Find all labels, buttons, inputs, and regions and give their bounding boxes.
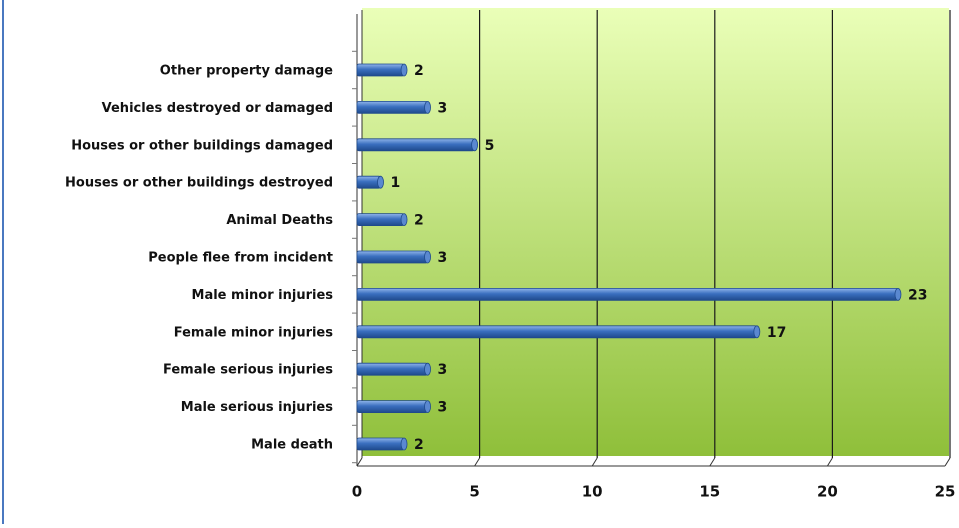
data-label: 2 bbox=[414, 63, 424, 79]
bar bbox=[356, 437, 405, 451]
y-tick-label: Male minor injuries bbox=[192, 288, 334, 303]
bar-cap bbox=[471, 138, 479, 152]
bar bbox=[356, 287, 899, 301]
x-tick-mark bbox=[709, 457, 716, 467]
bar bbox=[356, 400, 428, 414]
bar-cap bbox=[400, 437, 408, 451]
y-tick-label: Houses or other buildings destroyed bbox=[65, 176, 333, 191]
plot-area bbox=[362, 8, 949, 456]
data-label: 5 bbox=[485, 138, 495, 154]
data-label: 17 bbox=[767, 325, 786, 341]
y-tick-label: Female serious injuries bbox=[163, 363, 333, 378]
y-tick-label: Animal Deaths bbox=[226, 213, 333, 228]
bar-cap bbox=[400, 63, 408, 77]
x-tick-label: 25 bbox=[935, 483, 956, 501]
bar-cap bbox=[424, 250, 431, 264]
y-tick-label: Vehicles destroyed or damaged bbox=[102, 101, 333, 116]
bar bbox=[356, 325, 758, 339]
x-tick-label: 10 bbox=[582, 483, 603, 501]
data-label: 3 bbox=[438, 100, 448, 116]
data-label: 3 bbox=[438, 362, 448, 378]
bar bbox=[356, 101, 428, 114]
y-tick-label: Female minor injuries bbox=[174, 325, 334, 340]
bar-cap bbox=[400, 213, 408, 227]
x-tick-mark bbox=[944, 457, 951, 467]
x-tick-label: 0 bbox=[352, 483, 362, 501]
x-tick-label: 20 bbox=[817, 483, 838, 501]
data-label: 1 bbox=[391, 175, 401, 191]
y-tick-label: Male serious injuries bbox=[181, 400, 333, 415]
x-axis-depth bbox=[357, 458, 950, 466]
x-tick-mark bbox=[474, 457, 481, 467]
bar-cap bbox=[424, 101, 431, 114]
x-tick-mark bbox=[826, 457, 833, 467]
bar-cap bbox=[377, 175, 384, 189]
y-tick-label: Male death bbox=[251, 438, 333, 453]
bar bbox=[356, 63, 405, 77]
data-label: 2 bbox=[414, 213, 424, 229]
bar bbox=[356, 250, 428, 264]
x-tick-mark bbox=[591, 457, 598, 467]
data-label: 3 bbox=[438, 400, 448, 416]
bar-cap bbox=[753, 325, 761, 339]
y-tick-label: Other property damage bbox=[160, 64, 333, 79]
bar bbox=[356, 138, 475, 152]
bar bbox=[356, 175, 381, 189]
data-label: 2 bbox=[414, 437, 424, 453]
x-tick-label: 5 bbox=[469, 483, 479, 501]
y-tick-label: Houses or other buildings damaged bbox=[71, 138, 333, 153]
y-tick-label: People flee from incident bbox=[148, 251, 333, 266]
data-label: 3 bbox=[438, 250, 448, 266]
data-label: 23 bbox=[908, 287, 927, 303]
bar-cap bbox=[424, 400, 431, 414]
x-tick-mark bbox=[356, 457, 363, 467]
bar-cap bbox=[424, 362, 431, 376]
x-tick-label: 15 bbox=[699, 483, 720, 501]
bar-cap bbox=[894, 287, 902, 301]
bar bbox=[356, 213, 405, 227]
bar bbox=[356, 362, 428, 376]
